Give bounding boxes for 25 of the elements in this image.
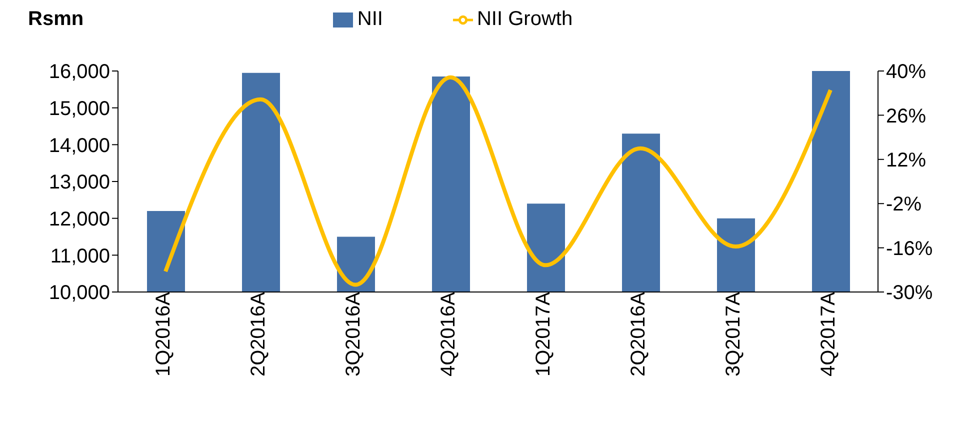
x-tick-label: 4Q2016A [438, 291, 460, 377]
legend-label: NII [357, 8, 383, 30]
y-tick-label: 11,000 [50, 245, 110, 268]
y-axis-title: Rsmn [28, 8, 84, 31]
y2-tick-label: 40% [886, 61, 926, 84]
x-tick-label: 2Q2016A [248, 291, 270, 377]
y-tick-label: 13,000 [48, 172, 110, 194]
x-tick-label: 1Q2017A [532, 291, 555, 377]
y-tick-label: 16,000 [48, 61, 110, 84]
x-tick-label: 1Q2016A [152, 291, 175, 377]
y-tick-label: 12,000 [48, 208, 110, 230]
y2-tick-label: -16% [886, 238, 933, 260]
y2-tick-label: -30% [886, 282, 933, 304]
x-tick-label: 3Q2017A [722, 291, 745, 377]
line-series [164, 75, 832, 287]
y2-tick-label: -2% [886, 194, 922, 216]
y-tick-label: 14,000 [48, 134, 110, 157]
y-tick-label: 15,000 [48, 98, 110, 120]
x-tick-label: 4Q2017A [818, 291, 840, 377]
y2-tick-label: 26% [886, 105, 926, 128]
y-tick-label: 10,000 [48, 282, 110, 304]
y2-tick-label: 12% [886, 150, 926, 172]
x-tick-label: 3Q2016A [342, 291, 365, 377]
legend-label: NII Growth [476, 8, 573, 30]
x-tick-label: 2Q2016A [628, 291, 650, 377]
